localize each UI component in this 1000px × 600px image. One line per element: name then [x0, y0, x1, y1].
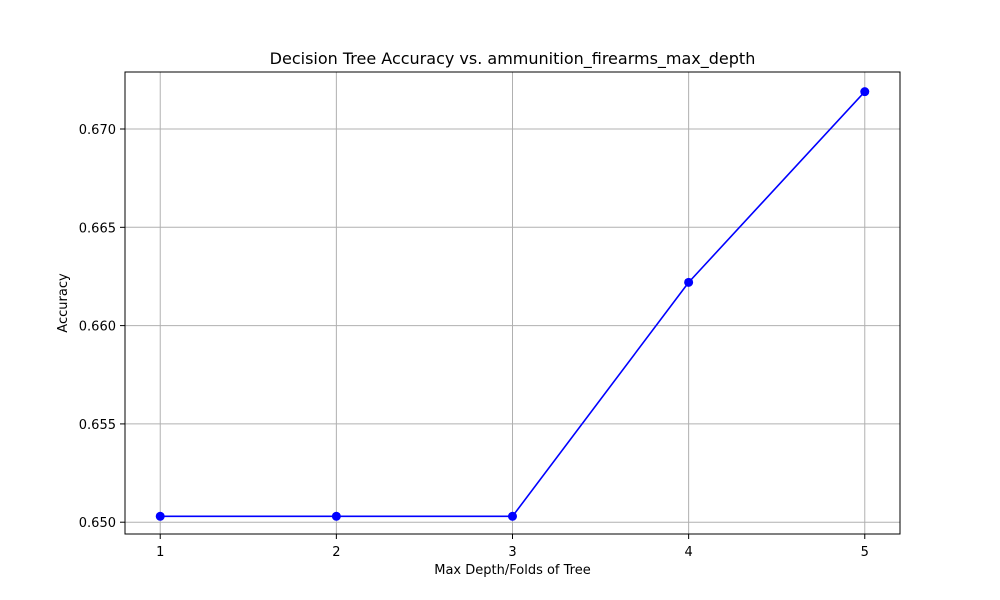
x-tick-label: 1: [156, 545, 164, 560]
data-point: [684, 277, 694, 287]
y-axis-label: Accuracy: [56, 273, 71, 333]
y-axis-ticks: 0.650 0.655 0.660 0.665 0.670: [79, 123, 125, 531]
data-point: [860, 87, 870, 97]
y-tick-label: 0.650: [79, 516, 116, 531]
x-tick-label: 4: [684, 545, 692, 560]
data-point: [508, 511, 517, 521]
x-tick-label: 2: [332, 545, 340, 560]
x-axis-label: Max Depth/Folds of Tree: [434, 563, 590, 578]
data-point: [331, 511, 341, 521]
x-axis-ticks: 1 2 3 4 5: [156, 534, 869, 560]
y-tick-label: 0.665: [79, 221, 116, 236]
x-tick-label: 5: [861, 545, 869, 560]
gridlines: [125, 72, 900, 534]
chart-title: Decision Tree Accuracy vs. ammunition_fi…: [270, 49, 756, 69]
series-group: [155, 87, 870, 521]
y-tick-label: 0.655: [79, 418, 116, 433]
y-tick-label: 0.660: [79, 320, 116, 335]
y-tick-label: 0.670: [79, 123, 116, 138]
data-point: [155, 511, 165, 521]
x-tick-label: 3: [508, 545, 516, 560]
